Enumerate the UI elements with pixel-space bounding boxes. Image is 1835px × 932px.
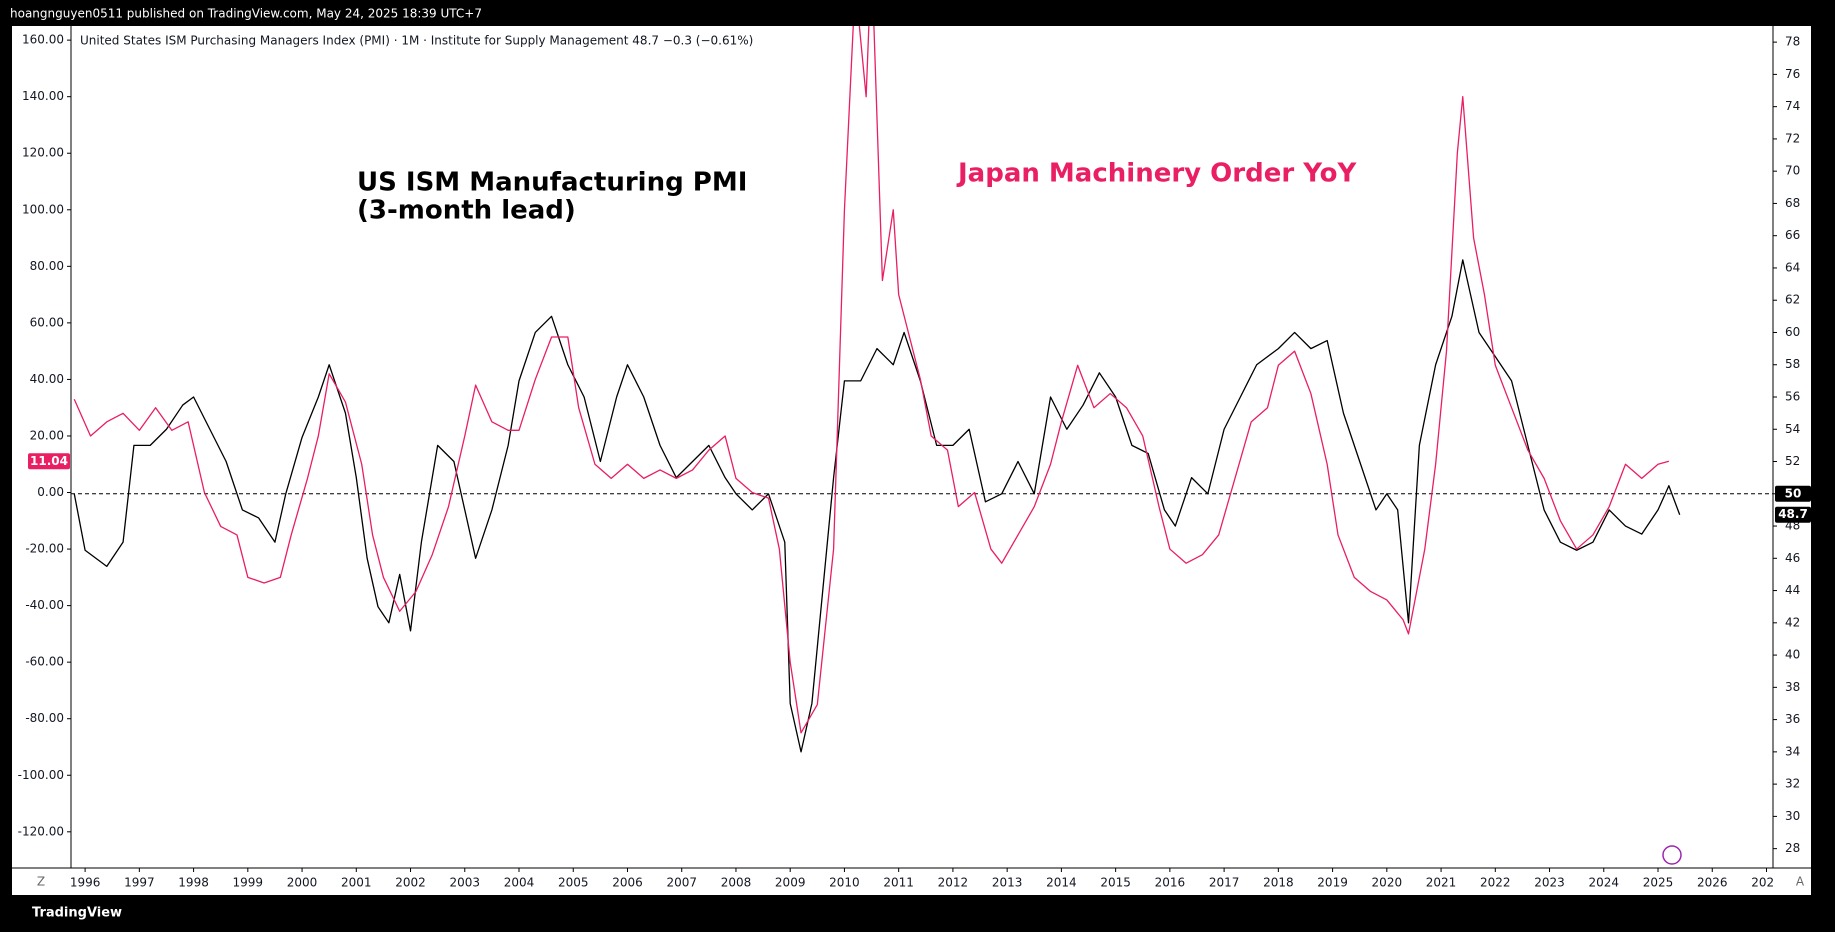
y-tick-label: 0.00 — [37, 485, 64, 499]
y2-tick-label: 44 — [1785, 583, 1800, 597]
x-tick-label: 2001 — [341, 876, 372, 890]
legend-header: United States ISM Purchasing Managers In… — [80, 34, 753, 48]
x-tick-label: 2007 — [666, 876, 697, 890]
x-tick-label: 2014 — [1046, 876, 1077, 890]
y-tick-label: 120.00 — [22, 146, 64, 160]
x-tick-label: 2003 — [449, 876, 480, 890]
y2-tick-label: 52 — [1785, 454, 1800, 468]
x-tick-label: 2025 — [1643, 876, 1674, 890]
annotation: US ISM Manufacturing PMI — [357, 168, 747, 198]
x-tick-label: 1998 — [178, 876, 209, 890]
y-tick-label: 80.00 — [30, 259, 64, 273]
y2-tick-label: 68 — [1785, 196, 1800, 210]
y2-tick-label: 66 — [1785, 228, 1800, 242]
x-tick-label: 2010 — [829, 876, 860, 890]
y-tick-label: 60.00 — [30, 315, 64, 329]
x-tick-label: 2008 — [721, 876, 752, 890]
annotation: Japan Machinery Order YoY — [956, 159, 1358, 189]
x-tick-label: 1999 — [233, 876, 264, 890]
x-tick-label: 2020 — [1372, 876, 1403, 890]
y2-tick-label: 58 — [1785, 357, 1800, 371]
plot — [71, 26, 1773, 753]
series-line — [73, 259, 1681, 753]
button[interactable]: A — [1796, 875, 1805, 889]
price-badge-label: 50 — [1785, 486, 1802, 500]
y2-tick-label: 54 — [1785, 422, 1800, 436]
y-tick-label: -20.00 — [25, 542, 64, 556]
x-tick-label: 2024 — [1589, 876, 1620, 890]
icon[interactable] — [1662, 845, 1682, 865]
x-tick-label: 2016 — [1155, 876, 1186, 890]
y2-tick-label: 76 — [1785, 67, 1800, 81]
chart-area — [12, 26, 1811, 895]
x-tick-label: 2015 — [1100, 876, 1131, 890]
y2-tick-label: 46 — [1785, 551, 1800, 565]
y-tick-label: 100.00 — [22, 202, 64, 216]
y2-tick-label: 30 — [1785, 809, 1800, 823]
y-tick-label: -120.00 — [18, 824, 64, 838]
x-tick-label: 2027 — [1751, 876, 1782, 890]
annotation: (3-month lead) — [357, 196, 576, 226]
y2-tick-label: 36 — [1785, 712, 1800, 726]
x-tick-label: 2005 — [558, 876, 589, 890]
x-tick-label: 2013 — [992, 876, 1023, 890]
x-tick-label: 2004 — [504, 876, 535, 890]
x-tick-label: 2011 — [883, 876, 914, 890]
button[interactable]: Z — [37, 875, 45, 889]
y2-tick-label: 70 — [1785, 164, 1800, 178]
price-badge-label: 48.7 — [1778, 507, 1808, 521]
x-tick-label: 2021 — [1426, 876, 1457, 890]
series-line — [73, 26, 1670, 734]
footer-bar — [0, 895, 1835, 932]
price-badge — [1775, 506, 1811, 523]
y-tick-label: 160.00 — [22, 33, 64, 47]
footer-logo: TradingView — [32, 906, 122, 921]
y2-tick-label: 28 — [1785, 841, 1800, 855]
y2-tick-label: 64 — [1785, 260, 1800, 274]
price-badge — [28, 453, 70, 470]
x-tick-label: 2018 — [1263, 876, 1294, 890]
y-tick-label: 20.00 — [30, 428, 64, 442]
y2-tick-label: 62 — [1785, 293, 1800, 307]
x-tick-label: 1997 — [124, 876, 155, 890]
x-tick-label: 2019 — [1317, 876, 1348, 890]
y2-tick-label: 32 — [1785, 777, 1800, 791]
y-tick-label: 40.00 — [30, 372, 64, 386]
y2-tick-label: 40 — [1785, 648, 1800, 662]
y2-tick-label: 60 — [1785, 325, 1800, 339]
x-tick-label: 2006 — [612, 876, 643, 890]
y-tick-label: 140.00 — [22, 89, 64, 103]
y-tick-label: -80.00 — [25, 711, 64, 725]
x-tick-label: 2000 — [287, 876, 318, 890]
y2-tick-label: 42 — [1785, 615, 1800, 629]
x-tick-label: 2002 — [395, 876, 426, 890]
y2-tick-label: 74 — [1785, 99, 1800, 113]
y-tick-label: -40.00 — [25, 598, 64, 612]
y2-tick-label: 38 — [1785, 680, 1800, 694]
y2-tick-label: 56 — [1785, 389, 1800, 403]
x-tick-label: 2022 — [1480, 876, 1511, 890]
price-badge-label: 11.04 — [30, 454, 68, 468]
x-tick-label: 2017 — [1209, 876, 1240, 890]
x-tick-label: 2026 — [1697, 876, 1728, 890]
published-note: hoangnguyen0511 published on TradingView… — [10, 7, 482, 21]
price-badge — [1775, 485, 1811, 502]
x-tick-label: 2023 — [1534, 876, 1565, 890]
x-tick-label: 1996 — [70, 876, 101, 890]
y2-tick-label: 34 — [1785, 744, 1800, 758]
y2-tick-label: 72 — [1785, 131, 1800, 145]
y-tick-label: -100.00 — [18, 768, 64, 782]
x-tick-label: 2012 — [938, 876, 969, 890]
y-tick-label: -60.00 — [25, 655, 64, 669]
time-axis: 1996 1997 1998 1999 2000 2001 2002 2003 2004 2005… — [70, 868, 1782, 890]
y2-tick-label: 78 — [1785, 35, 1800, 49]
x-tick-label: 2009 — [775, 876, 806, 890]
